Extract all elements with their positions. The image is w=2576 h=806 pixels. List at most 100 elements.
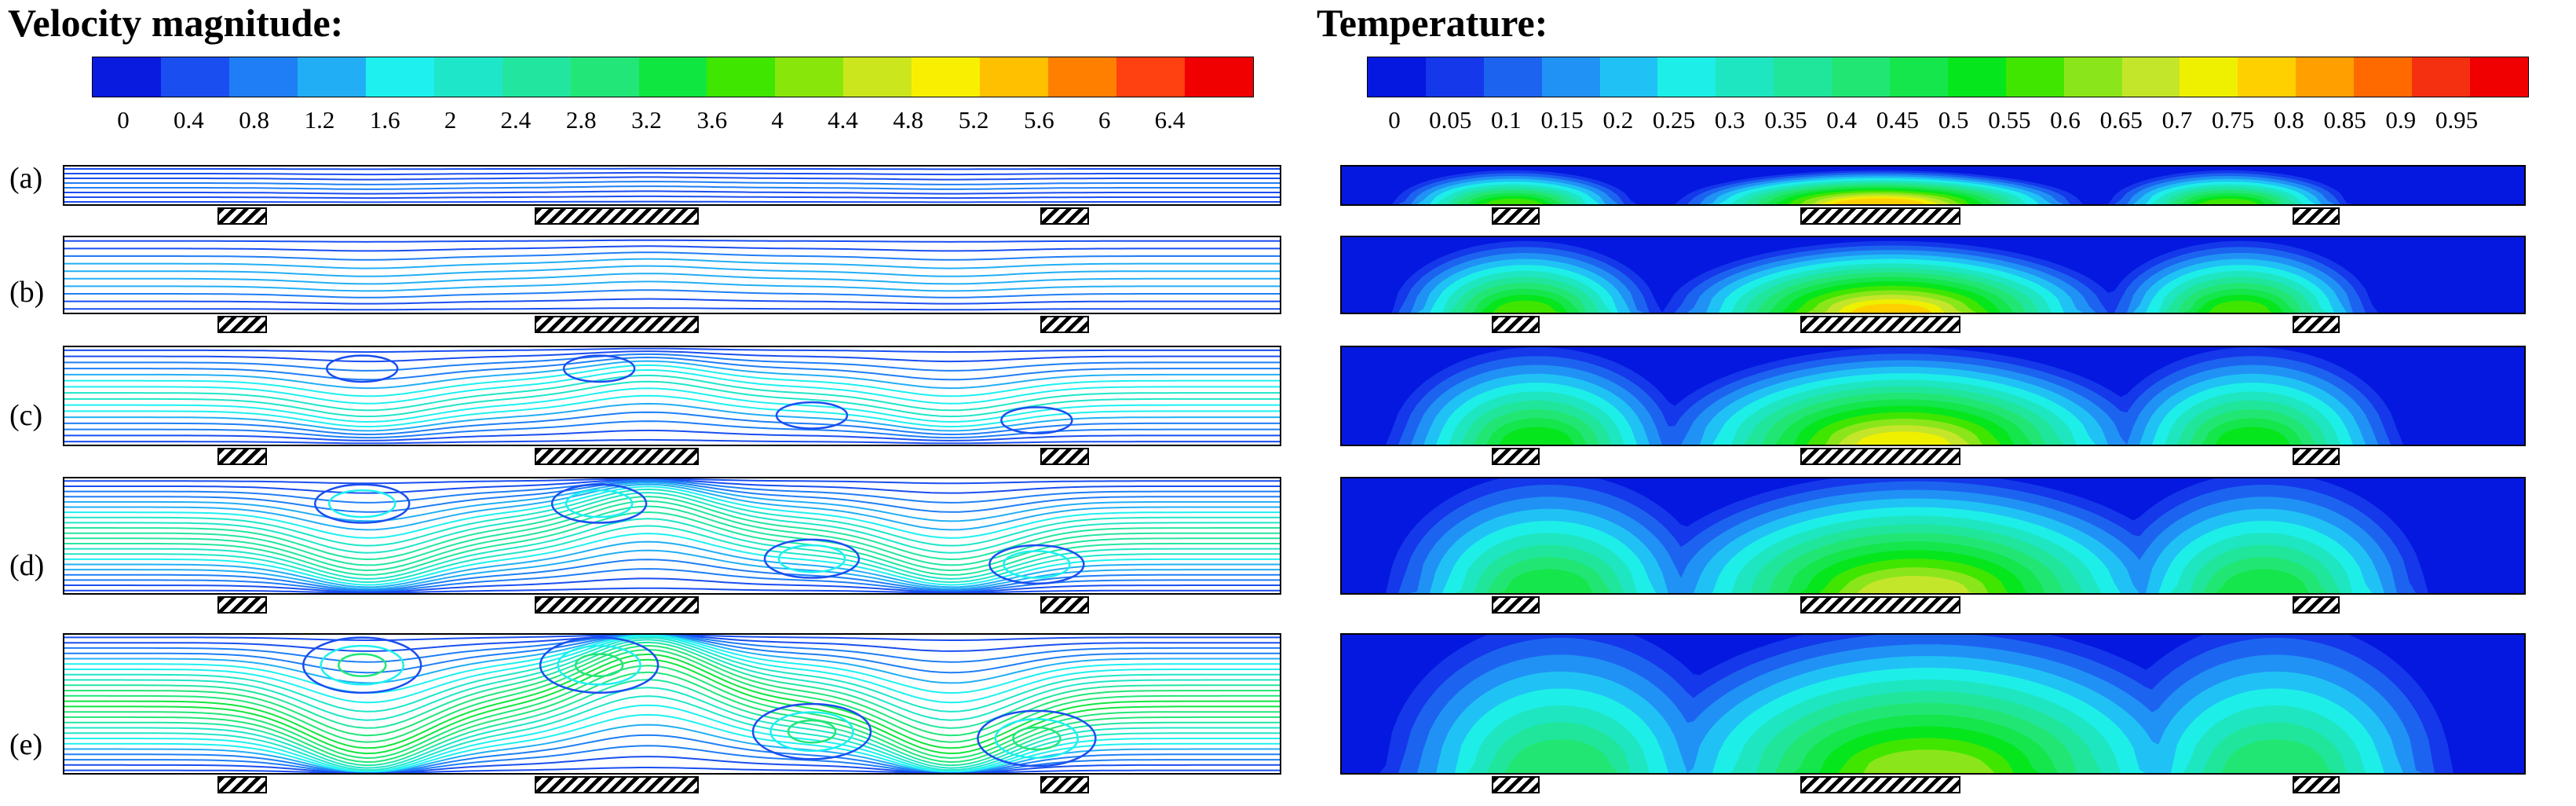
temperature-colorbar-segment	[1832, 57, 1891, 97]
streamline	[64, 420, 1280, 439]
streamline	[64, 756, 1280, 773]
temperature-panel-b	[1340, 236, 2526, 314]
streamline	[64, 360, 1280, 390]
vortex-loop	[326, 354, 399, 383]
temperature-tick-label: 0.2	[1602, 106, 1634, 134]
heater-block	[217, 207, 267, 225]
temperature-tick-label: 0.1	[1491, 106, 1522, 134]
streamline	[64, 374, 1280, 412]
velocity-colorbar-segment	[912, 57, 981, 97]
temperature-tick-label: 0.65	[2099, 106, 2143, 134]
streamline	[64, 540, 1280, 588]
heater-block	[1800, 448, 1960, 465]
temperature-panel-e	[1340, 633, 2526, 775]
streamline-plot	[64, 635, 1280, 773]
streamline	[64, 525, 1280, 584]
velocity-tick-label: 2.8	[565, 106, 597, 134]
streamline-plot	[64, 239, 1280, 311]
vortex-loop	[1012, 726, 1061, 751]
streamline	[64, 568, 1280, 592]
velocity-tick-label: 1.2	[304, 106, 335, 134]
velocity-colorbar-segment	[638, 57, 707, 97]
temperature-colorbar-segment	[1599, 57, 1658, 97]
temperature-contour-level	[1342, 196, 2524, 204]
heater-block	[1800, 596, 1960, 614]
streamline	[64, 483, 1280, 531]
streamline	[64, 724, 1280, 773]
streamline	[64, 745, 1280, 773]
velocity-tick-label: 1.6	[369, 106, 400, 134]
temperature-tick-label: 0.55	[1988, 106, 2031, 134]
velocity-panel-c	[63, 346, 1281, 446]
streamline	[64, 648, 1280, 743]
streamline	[64, 185, 1280, 190]
streamline	[64, 200, 1280, 203]
temperature-colorbar-segment	[1774, 57, 1832, 97]
streamline	[64, 368, 1280, 405]
temperature-tick-label: 0.6	[2050, 106, 2081, 134]
velocity-tick-label: 4.8	[893, 106, 924, 134]
temperature-tick-label: 0.95	[2435, 106, 2479, 134]
streamline	[64, 492, 1280, 554]
heater-block	[1492, 316, 1540, 333]
temperature-tick-label: 0.05	[1429, 106, 1472, 134]
temperature-colorbar-segment	[2180, 57, 2238, 97]
temperature-tick-label: 0.3	[1714, 106, 1745, 134]
heater-block	[1492, 207, 1540, 225]
heater-block	[1492, 596, 1540, 614]
row-label-d: (d)	[9, 549, 45, 582]
streamline	[64, 639, 1280, 721]
vortex-loop	[977, 709, 1097, 768]
temperature-panel-c	[1340, 346, 2526, 446]
streamline	[64, 347, 1280, 354]
temperature-contour-plot	[1342, 635, 2524, 773]
vortex-loop	[988, 544, 1085, 585]
heater-block	[1800, 316, 1960, 333]
temperature-colorbar-segment	[2063, 57, 2122, 97]
temperature-colorbar-segment	[2296, 57, 2355, 97]
streamline	[64, 713, 1280, 773]
streamline	[64, 636, 1280, 713]
velocity-colorbar	[92, 57, 1254, 97]
streamline	[64, 171, 1280, 176]
streamline	[64, 479, 1280, 504]
temperature-colorbar-segment	[1425, 57, 1484, 97]
temperature-colorbar-segment	[2238, 57, 2296, 97]
temperature-tick-label: 0.35	[1764, 106, 1807, 134]
velocity-colorbar-segment	[433, 57, 502, 97]
temperature-colorbar-segment	[2412, 57, 2470, 97]
temperature-tick-label: 0	[1388, 106, 1401, 134]
temperature-contour-level	[1342, 749, 2524, 773]
streamline	[64, 350, 1280, 363]
velocity-colorbar-segment	[160, 57, 229, 97]
temperature-tick-label: 0.85	[2323, 106, 2366, 134]
streamline	[64, 533, 1280, 586]
temperature-tick-label: 0.15	[1540, 106, 1584, 134]
streamline	[64, 671, 1280, 764]
temperature-tick-label: 0.45	[1876, 106, 1920, 134]
streamline	[64, 190, 1280, 195]
streamline	[64, 245, 1280, 252]
temperature-tick-label: 0.4	[1826, 106, 1858, 134]
temperature-colorbar-segment	[1657, 57, 1716, 97]
velocity-colorbar-segment	[707, 57, 776, 97]
vortex-loop	[1003, 550, 1071, 579]
streamline	[64, 380, 1280, 418]
vortex-loop	[338, 653, 387, 678]
heater-block	[534, 448, 700, 465]
streamline	[64, 176, 1280, 181]
streamline	[64, 411, 1280, 436]
temperature-colorbar-segment	[2005, 57, 2064, 97]
velocity-tick-label: 2.4	[500, 106, 532, 134]
heater-block	[534, 596, 700, 614]
streamline	[64, 665, 1280, 760]
streamline	[64, 298, 1280, 305]
row-label-e: (e)	[9, 728, 43, 761]
heater-block	[1040, 776, 1090, 793]
velocity-colorbar-segment	[980, 57, 1049, 97]
temperature-contour-level	[1342, 295, 2524, 313]
temperature-contour-level	[1342, 299, 2524, 313]
velocity-colorbar-segment	[502, 57, 571, 97]
streamline	[64, 195, 1280, 200]
streamline	[64, 307, 1280, 311]
